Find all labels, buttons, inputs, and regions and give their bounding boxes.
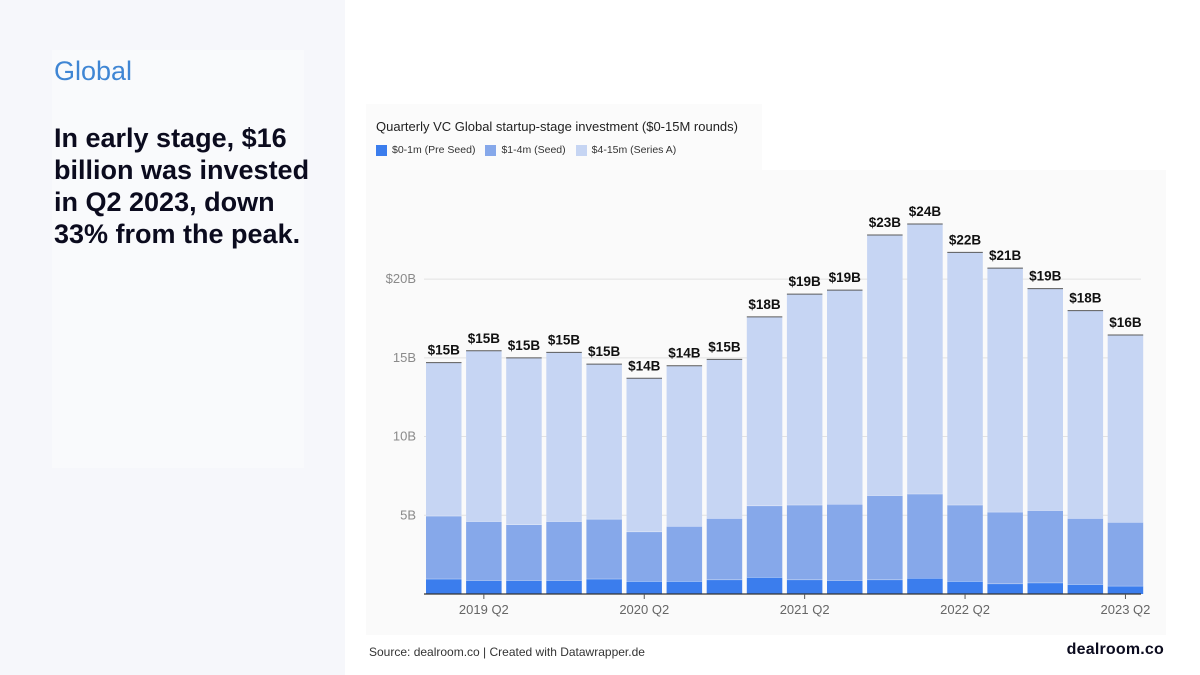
bar-segment xyxy=(786,294,823,506)
bar-segment xyxy=(706,579,743,594)
bar-total-label: $15B xyxy=(588,344,621,359)
bar-total-label: $16B xyxy=(1109,315,1142,330)
y-tick-label: 15B xyxy=(393,350,416,365)
x-tick-label: 2022 Q2 xyxy=(940,602,990,617)
bar-segment xyxy=(706,359,743,519)
bar-segment xyxy=(666,526,703,582)
bar-total-label: $19B xyxy=(789,274,822,289)
bar-segment xyxy=(426,516,462,580)
left-card xyxy=(52,50,304,468)
bar-total-label: $14B xyxy=(628,358,661,373)
bar-segment xyxy=(1107,335,1144,523)
bar-segment xyxy=(506,524,542,581)
legend-label-seriesa: $4-15m (Series A) xyxy=(591,144,677,156)
bar-segment xyxy=(466,580,502,594)
legend-swatch-preseed xyxy=(376,144,387,156)
chart-legend: $0-1m (Pre Seed) $1-4m (Seed) $4-15m (Se… xyxy=(376,144,676,156)
x-tick-label: 2019 Q2 xyxy=(459,602,509,617)
legend-label-seed: $1-4m (Seed) xyxy=(501,144,566,156)
legend-item-seriesa: $4-15m (Series A) xyxy=(575,144,677,156)
bar-segment xyxy=(546,352,582,522)
bar-total-label: $18B xyxy=(748,297,781,312)
bar-segment xyxy=(1027,510,1063,583)
y-tick-label: $20B xyxy=(386,271,416,286)
bar-segment xyxy=(546,580,582,594)
bar-segment xyxy=(1107,586,1144,594)
bar-segment xyxy=(506,580,542,594)
bar-segment xyxy=(1027,288,1063,511)
legend-item-seed: $1-4m (Seed) xyxy=(485,144,566,156)
bar-segment xyxy=(1027,582,1063,594)
bar-segment xyxy=(827,290,863,505)
x-tick-label: 2021 Q2 xyxy=(780,602,830,617)
x-tick-label: 2020 Q2 xyxy=(619,602,669,617)
bar-segment xyxy=(1067,310,1104,519)
bar-segment xyxy=(987,583,1023,594)
bar-segment xyxy=(987,512,1023,584)
legend-swatch-seed xyxy=(485,144,497,156)
bar-segment xyxy=(867,579,903,594)
bar-total-label: $19B xyxy=(1029,269,1062,284)
bar-segment xyxy=(506,357,542,525)
region-label: Global xyxy=(54,56,133,86)
chart-header-bg xyxy=(366,104,762,170)
bar-segment xyxy=(706,518,743,580)
bar-segment xyxy=(867,495,903,580)
bar-segment xyxy=(586,364,622,520)
stacked-bar-chart: 5B 10B 15B $20B $15B $15B $15B $15B $15B $14B $14B… xyxy=(366,170,1166,635)
legend-swatch-seriesa xyxy=(575,144,587,156)
bar-segment xyxy=(827,580,863,594)
bar-segment xyxy=(786,579,823,594)
bar-segment xyxy=(426,362,462,517)
bar-segment xyxy=(827,504,863,581)
bar-segment xyxy=(1067,518,1104,585)
bar-segment xyxy=(666,365,703,527)
bar-segment xyxy=(947,581,983,594)
bar-segment xyxy=(947,505,983,582)
y-tick-label: 5B xyxy=(400,507,416,522)
bar-segment xyxy=(426,579,462,594)
bar-segment xyxy=(987,268,1023,513)
bar-segment xyxy=(746,316,783,506)
bar-total-label: $22B xyxy=(949,232,982,247)
source-note: Source: dealroom.co | Created with Dataw… xyxy=(369,645,645,659)
bar-total-label: $21B xyxy=(989,248,1022,263)
bar-segment xyxy=(947,252,983,506)
bar-segment xyxy=(546,521,582,581)
bar-segment xyxy=(466,350,502,522)
bar-segment xyxy=(746,505,783,578)
bar-total-label: $19B xyxy=(829,270,862,285)
bar-segment xyxy=(626,378,662,532)
bar-total-label: $15B xyxy=(548,332,581,347)
bar-segment xyxy=(907,578,943,594)
bar-segment xyxy=(586,579,622,594)
bar-segment xyxy=(586,519,622,580)
bar-total-label: $18B xyxy=(1069,291,1102,306)
bar-total-label: $14B xyxy=(668,346,701,361)
bar-segment xyxy=(907,494,943,579)
legend-item-preseed: $0-1m (Pre Seed) xyxy=(376,144,475,156)
brand-logo: dealroom.co xyxy=(1066,641,1164,658)
chart-title: Quarterly VC Global startup-stage invest… xyxy=(376,119,738,134)
bar-total-label: $15B xyxy=(428,343,461,358)
bar-segment xyxy=(1067,584,1104,594)
bar-segment xyxy=(746,577,783,594)
bar-segment xyxy=(867,235,903,496)
bar-segment xyxy=(626,531,662,582)
bar-segment xyxy=(626,581,662,594)
headline: In early stage, $16 billion was invested… xyxy=(54,123,310,249)
bar-segment xyxy=(786,505,823,580)
bar-total-label: $24B xyxy=(909,204,942,219)
bar-total-label: $15B xyxy=(708,339,741,354)
bar-segment xyxy=(907,224,943,495)
bar-segment xyxy=(466,521,502,581)
x-tick-label: 2023 Q2 xyxy=(1101,602,1151,617)
legend-label-preseed: $0-1m (Pre Seed) xyxy=(392,144,476,156)
bar-total-label: $23B xyxy=(869,215,902,230)
bar-total-label: $15B xyxy=(508,338,541,353)
y-tick-label: 10B xyxy=(393,429,416,444)
bar-total-label: $15B xyxy=(468,331,501,346)
bar-segment xyxy=(1107,522,1144,587)
bar-segment xyxy=(666,581,703,594)
